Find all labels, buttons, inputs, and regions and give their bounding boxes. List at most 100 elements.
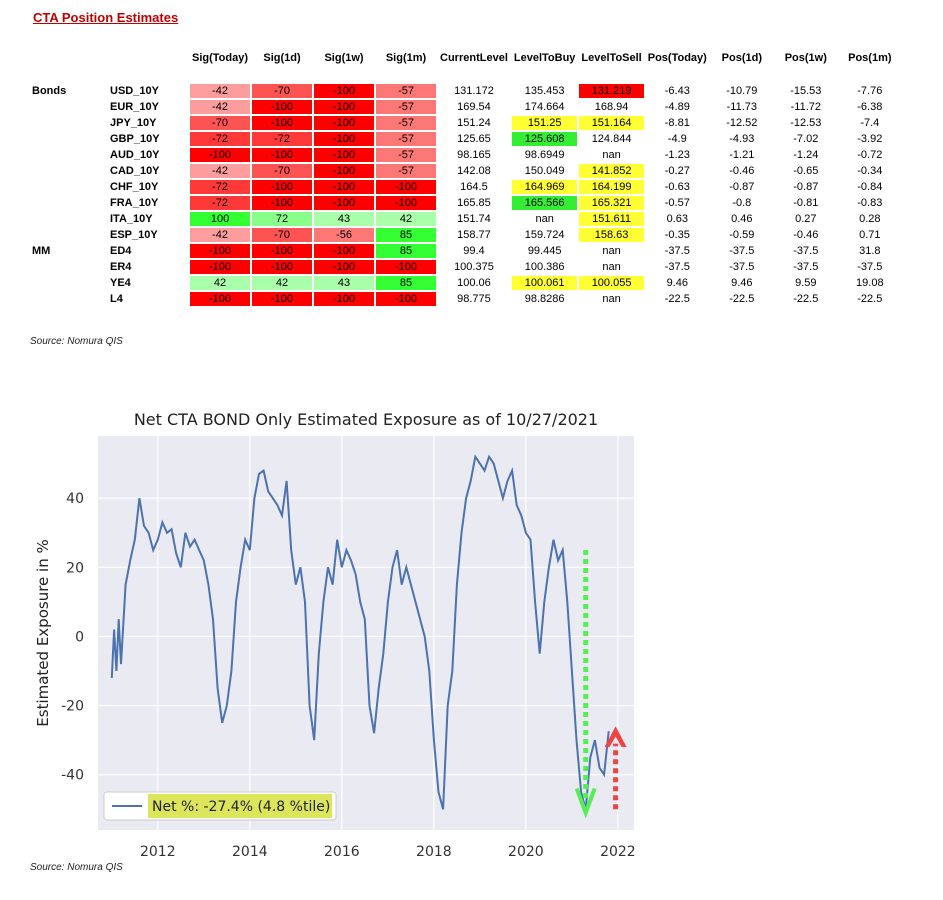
level-to-buy-cell: nan [535, 213, 554, 225]
position-cell: -10.79 [726, 85, 758, 97]
signal-cell: -100 [252, 180, 313, 194]
position-cell: -0.65 [793, 165, 819, 177]
row-instrument-name: JPY_10Y [110, 117, 157, 129]
position-cell: -22.5 [664, 293, 690, 305]
signal-cell: -72 [190, 180, 251, 194]
signal-cell: -72 [190, 132, 251, 146]
signal-cell: -100 [314, 100, 375, 114]
level-to-sell-cell: 151.164 [579, 116, 644, 130]
row-group-label [32, 196, 108, 210]
position-cell: -4.93 [729, 133, 755, 145]
signal-cell: 72 [252, 212, 313, 226]
col-header-sig-1w: Sig(1w) [324, 52, 364, 64]
level-to-sell-cell: 124.844 [591, 133, 632, 145]
row-instrument-name: GBP_10Y [110, 133, 160, 145]
level-to-sell-cell: 151.611 [579, 212, 644, 226]
level-to-sell-cell: 168.94 [594, 101, 629, 113]
position-cell: -0.34 [857, 165, 883, 177]
green-down-arrow-head [574, 787, 597, 819]
signal-cell: 43 [314, 212, 375, 226]
y-axis-label: Estimated Exposure in % [34, 539, 52, 726]
signal-cell: 85 [376, 276, 437, 290]
position-cell: -22.5 [793, 293, 819, 305]
signal-cell: 100 [190, 212, 251, 226]
level-to-buy-cell: 99.445 [527, 245, 562, 257]
col-header-pos-1m: Pos(1m) [848, 52, 892, 64]
signal-cell: -100 [190, 148, 251, 162]
signal-cell: -57 [376, 132, 437, 146]
signal-cell: -42 [190, 100, 251, 114]
red-up-arrow-head [604, 726, 627, 748]
chart-legend: Net %: -27.4% (4.8 %tile) [103, 791, 337, 821]
position-cell: 9.46 [666, 277, 688, 289]
row-instrument-name: ER4 [110, 261, 132, 273]
table-body: Bonds USD_10Y -42 -70 -100 -57 131.172 135.453 1… [32, 84, 901, 306]
position-cell: -0.59 [729, 229, 755, 241]
level-to-buy-cell: 164.969 [511, 180, 578, 194]
col-header-level-to-buy: LevelToBuy [513, 52, 576, 64]
position-cell: -0.35 [664, 229, 690, 241]
table-row: ER4 -100 -100 -100 -100 100.375 100.386 nan -37.… [32, 260, 901, 274]
signal-cell: -72 [252, 132, 313, 146]
signal-cell: -100 [314, 84, 375, 98]
signal-cell: -57 [376, 100, 437, 114]
row-instrument-name: USD_10Y [110, 85, 159, 97]
level-to-sell-cell: nan [602, 149, 621, 161]
x-tick-label: 2022 [600, 844, 636, 860]
position-cell: -0.83 [857, 197, 883, 209]
signal-cell: -100 [252, 244, 313, 258]
signal-cell: -100 [314, 164, 375, 178]
table-row: GBP_10Y -72 -72 -100 -57 125.65 125.608 124.844… [32, 132, 901, 146]
signal-cell: -57 [376, 164, 437, 178]
signal-cell: 85 [376, 228, 437, 242]
row-group-label [32, 212, 108, 226]
row-instrument-name: EUR_10Y [110, 101, 159, 113]
position-cell: -37.5 [729, 261, 755, 273]
row-group-label: MM [32, 245, 51, 257]
row-group-label [32, 180, 108, 194]
current-level-cell: 98.775 [457, 293, 491, 305]
position-cell: 9.46 [731, 277, 753, 289]
row-instrument-name: CHF_10Y [110, 181, 159, 193]
signal-cell: -100 [376, 180, 437, 194]
current-level-cell: 169.54 [457, 101, 491, 113]
row-group-label: Bonds [32, 85, 67, 97]
row-instrument-name: L4 [110, 293, 123, 305]
position-cell: -12.53 [790, 117, 822, 129]
y-tick-label: -20 [61, 699, 84, 715]
col-header-sig-today: Sig(Today) [192, 52, 249, 64]
signal-cell: -42 [190, 228, 251, 242]
signal-cell: -100 [190, 292, 251, 306]
signal-cell: -57 [376, 84, 437, 98]
table-row: ITA_10Y 100 72 43 42 151.74 nan 151.611 0.63 0.46… [32, 212, 901, 226]
level-to-sell-cell: nan [602, 293, 621, 305]
level-to-buy-cell: 174.664 [524, 101, 565, 113]
position-cell: -7.4 [860, 117, 880, 129]
position-cell: -3.92 [857, 133, 883, 145]
position-cell: -37.5 [664, 261, 690, 273]
position-cell: -0.87 [729, 181, 755, 193]
col-header-level-to-sell: LevelToSell [581, 52, 642, 64]
position-cell: -37.5 [857, 261, 883, 273]
row-instrument-name: ESP_10Y [110, 229, 158, 241]
y-tick-label: -40 [61, 768, 84, 784]
x-tick-label: 2020 [508, 844, 544, 860]
table-row: YE4 42 42 43 85 100.06 100.061 100.055 9.46 9.46 9… [32, 276, 901, 290]
signal-cell: -100 [376, 292, 437, 306]
y-tick-label: 40 [66, 491, 84, 507]
position-cell: -0.57 [664, 197, 690, 209]
position-cell: -22.5 [857, 293, 883, 305]
signal-cell: -100 [314, 116, 375, 130]
x-tick-label: 2018 [416, 844, 452, 860]
position-cell: -8.81 [664, 117, 690, 129]
position-cell: -15.53 [790, 85, 822, 97]
annotation-arrows [574, 550, 627, 819]
chart-grid [98, 436, 634, 830]
level-to-buy-cell: 135.453 [524, 85, 565, 97]
report-title: CTA Position Estimates [33, 10, 179, 25]
level-to-sell-cell: 158.63 [579, 228, 644, 242]
position-cell: -37.5 [729, 245, 755, 257]
level-to-sell-cell: 100.055 [579, 276, 644, 290]
signal-cell: -100 [376, 196, 437, 210]
position-cell: -4.9 [667, 133, 687, 145]
